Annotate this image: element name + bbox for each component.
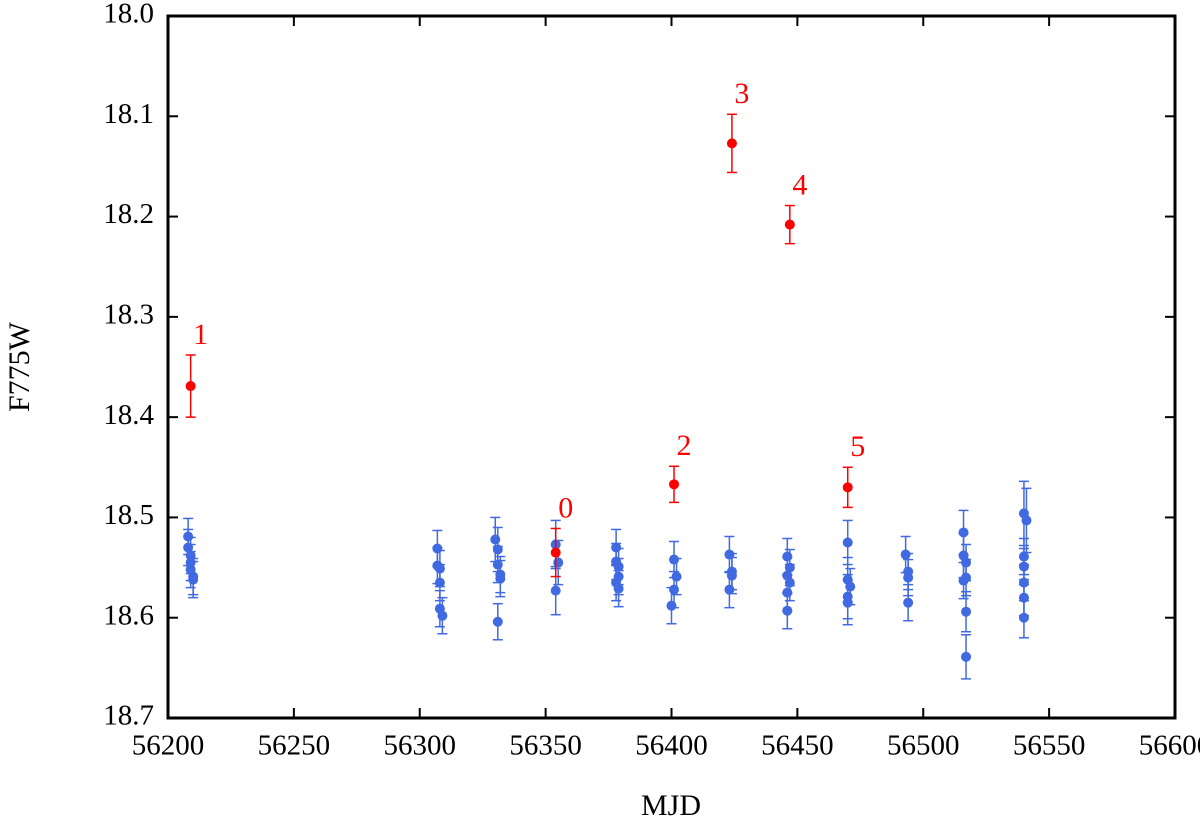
data-point (492, 616, 503, 627)
data-point (666, 600, 677, 611)
point-label: 0 (558, 491, 573, 524)
y-tick-label: 18.6 (103, 599, 154, 631)
data-point (961, 651, 972, 662)
data-point (669, 554, 680, 565)
x-tick-label: 56250 (258, 730, 331, 762)
data-point (842, 482, 853, 493)
data-point (669, 584, 680, 595)
x-tick-label: 56200 (132, 730, 205, 762)
x-tick-label: 56550 (1013, 730, 1086, 762)
data-point (842, 537, 853, 548)
data-point (495, 573, 506, 584)
data-point (1021, 515, 1032, 526)
x-tick-label: 56400 (635, 730, 708, 762)
data-point (437, 610, 448, 621)
data-point (613, 583, 624, 594)
data-point (903, 572, 914, 583)
y-axis-label: F775W (3, 321, 36, 412)
data-point (842, 597, 853, 608)
y-tick-label: 18.3 (103, 299, 154, 331)
data-point (434, 577, 445, 588)
data-point (550, 547, 561, 558)
data-point (900, 549, 911, 560)
x-axis-label: MJD (641, 789, 701, 822)
data-point (958, 527, 969, 538)
y-tick-label: 18.2 (103, 198, 154, 230)
data-point (958, 575, 969, 586)
x-tick-label: 56600 (1139, 730, 1200, 762)
point-label: 1 (193, 318, 208, 351)
data-point (784, 577, 795, 588)
data-point (961, 606, 972, 617)
plot-frame (166, 14, 1177, 720)
y-tick-label: 18.1 (103, 98, 154, 130)
data-point (185, 381, 196, 392)
data-point (669, 479, 680, 490)
data-point (784, 219, 795, 230)
data-point (1018, 612, 1029, 623)
point-label: 5 (850, 430, 865, 463)
x-tick-label: 56450 (761, 730, 834, 762)
y-tick-label: 18.4 (103, 399, 154, 431)
y-tick-label: 18.5 (103, 499, 154, 531)
y-tick-label: 18.0 (103, 0, 154, 30)
data-point (726, 138, 737, 149)
point-label: 2 (677, 429, 692, 462)
data-point (671, 571, 682, 582)
x-tick-label: 56500 (887, 730, 960, 762)
data-point (845, 581, 856, 592)
data-point (903, 597, 914, 608)
data-point (782, 605, 793, 616)
y-tick-label: 18.7 (103, 700, 154, 732)
point-label: 3 (734, 77, 749, 110)
data-point (550, 585, 561, 596)
data-point (724, 584, 735, 595)
x-tick-label: 56300 (384, 730, 457, 762)
point-label: 4 (792, 168, 807, 201)
x-tick-label: 56350 (509, 730, 582, 762)
data-point (490, 534, 501, 545)
data-point (188, 574, 199, 585)
